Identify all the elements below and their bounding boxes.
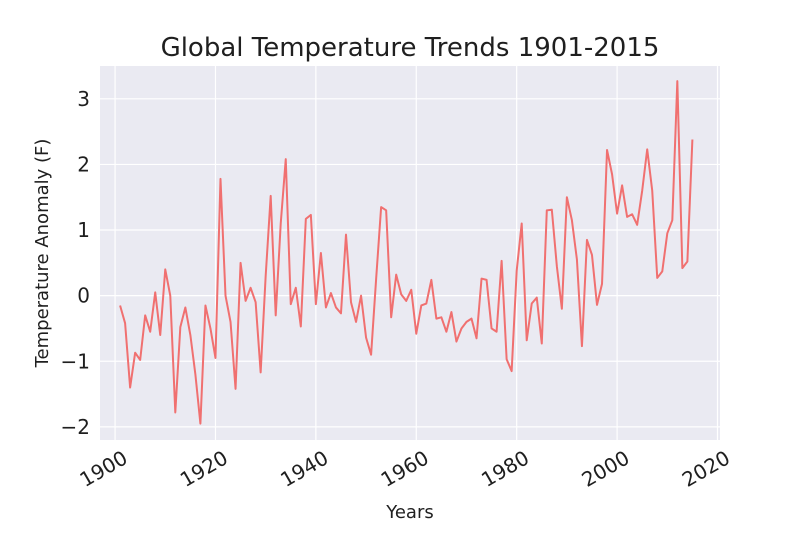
x-tick-label: 1920: [176, 446, 232, 492]
x-tick-label: 1960: [377, 446, 433, 492]
y-tick-label: −2: [61, 415, 90, 439]
y-tick-label: −1: [61, 349, 90, 373]
y-tick-label: 1: [77, 218, 90, 242]
x-tick-label: 1900: [75, 446, 131, 492]
x-tick-label: 1980: [477, 446, 533, 492]
x-axis-label: Years: [385, 502, 434, 523]
plot-background: [100, 66, 720, 440]
y-tick-label: 3: [77, 87, 90, 111]
temperature-anomaly-line: [119, 80, 694, 425]
x-tick-label: 2000: [577, 446, 633, 492]
chart-title: Global Temperature Trends 1901-2015: [161, 33, 660, 63]
data-series: [119, 80, 694, 425]
x-tick-label: 2020: [678, 446, 734, 492]
x-tick-label: 1940: [276, 446, 332, 492]
y-tick-label: 2: [77, 152, 90, 176]
y-tick-label: 0: [77, 284, 90, 308]
y-axis-label: Temperature Anomaly (F): [32, 139, 53, 369]
